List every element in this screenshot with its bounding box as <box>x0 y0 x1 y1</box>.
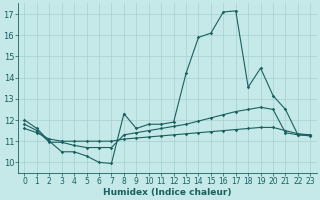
X-axis label: Humidex (Indice chaleur): Humidex (Indice chaleur) <box>103 188 232 197</box>
